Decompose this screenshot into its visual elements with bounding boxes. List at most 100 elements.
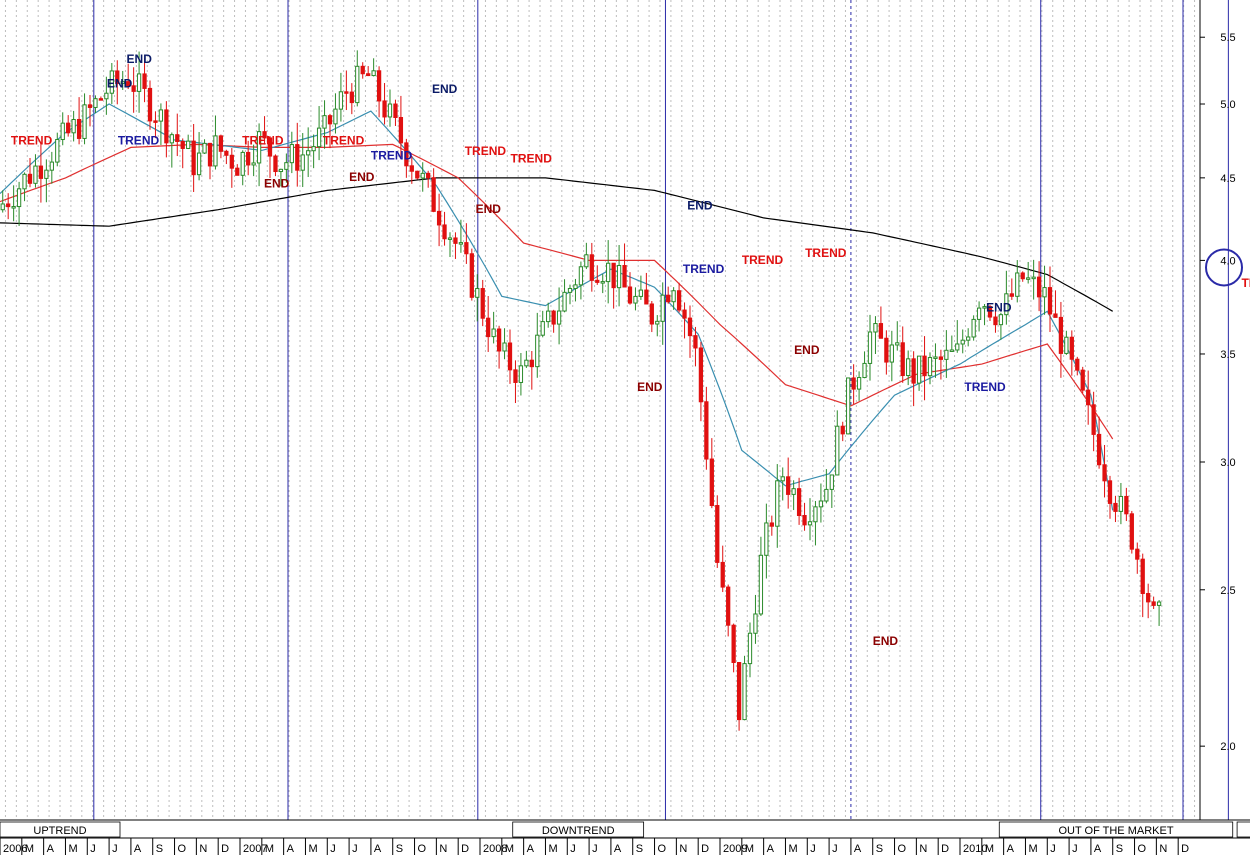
- y-tick-label: 4.0: [1220, 255, 1235, 267]
- month-label: D: [941, 843, 949, 855]
- candle-down: [726, 586, 731, 626]
- candle-up: [998, 314, 1004, 326]
- cycle-lines: [93, 0, 1229, 820]
- candle-up: [104, 92, 109, 100]
- candle-down: [6, 203, 11, 208]
- y-tick-label: 3.0: [1220, 457, 1235, 469]
- candle-up: [71, 118, 76, 134]
- trend-band: [0, 821, 121, 838]
- month-label: 2010: [963, 843, 987, 855]
- month-label: N: [919, 843, 927, 855]
- candle-down: [1047, 287, 1053, 315]
- candle-down: [469, 253, 474, 298]
- candle-up: [567, 287, 573, 293]
- candle-up: [306, 150, 311, 156]
- annotation-label: END: [127, 52, 153, 66]
- candle-down: [507, 342, 513, 371]
- candle-up: [955, 343, 960, 351]
- candle-down: [693, 335, 698, 349]
- candle-up: [22, 173, 27, 190]
- candle-up: [1031, 276, 1036, 280]
- month-label: A: [374, 843, 382, 855]
- trend-band-label: DOWNTREND: [542, 825, 615, 837]
- ma-mid-line: [0, 143, 1114, 440]
- candle-down: [900, 342, 905, 377]
- annotation-label: TREND: [683, 262, 725, 276]
- annotation-label: END: [687, 199, 713, 213]
- candle-up: [895, 342, 900, 346]
- month-label: A: [134, 843, 142, 855]
- month-label: A: [767, 843, 775, 855]
- annotation-label: END: [794, 343, 820, 357]
- candle-down: [796, 488, 802, 516]
- candle-down: [666, 294, 671, 303]
- candle-up: [753, 613, 758, 634]
- candle-down: [851, 377, 856, 390]
- candle-up: [120, 81, 125, 84]
- candle-up: [0, 203, 5, 211]
- month-label: J: [1050, 843, 1056, 855]
- candle-up: [11, 206, 16, 209]
- month-label: J: [832, 843, 838, 855]
- month-label: A: [1007, 843, 1015, 855]
- candle-up: [1156, 601, 1162, 606]
- candle-down: [1124, 495, 1129, 515]
- candle-up: [1004, 293, 1009, 316]
- candle-down: [98, 98, 104, 101]
- month-label: S: [876, 843, 883, 855]
- candle-down: [1075, 358, 1080, 371]
- annotation-label: TREND: [11, 133, 53, 147]
- candle-down: [551, 310, 556, 325]
- candle-down: [687, 317, 693, 337]
- candle-down: [993, 316, 998, 326]
- month-label: A: [287, 843, 295, 855]
- candle-down: [191, 140, 196, 176]
- candle-down: [611, 262, 616, 289]
- candle-down: [175, 134, 180, 142]
- candle-down: [267, 137, 273, 157]
- month-label: 2008: [483, 843, 507, 855]
- candle-down: [704, 401, 709, 460]
- month-label: O: [1138, 843, 1147, 855]
- annotation-label: TREND: [805, 246, 847, 260]
- month-label: D: [221, 843, 229, 855]
- candle-down: [131, 85, 136, 92]
- candle-up: [420, 172, 425, 179]
- candle-up: [284, 162, 289, 170]
- candle-down: [644, 289, 649, 305]
- candle-up: [256, 131, 262, 164]
- month-label: N: [439, 843, 447, 855]
- candle-up: [976, 307, 982, 320]
- candle-up: [747, 632, 753, 665]
- annotation-label: TREND: [511, 151, 553, 165]
- month-label: A: [614, 843, 622, 855]
- candle-down: [589, 254, 594, 281]
- month-label: J: [112, 843, 118, 855]
- month-label: M: [548, 843, 557, 855]
- candle-up: [671, 290, 676, 303]
- candle-up: [524, 359, 529, 367]
- moving-averages: [0, 103, 1114, 511]
- month-label: O: [178, 843, 187, 855]
- candle-down: [1140, 558, 1145, 595]
- candle-down: [922, 355, 927, 377]
- candle-down: [1020, 272, 1025, 280]
- candle-down: [731, 624, 736, 663]
- candle-up: [616, 265, 622, 289]
- month-label: D: [1181, 843, 1189, 855]
- candle-up: [136, 73, 142, 92]
- candle-down: [911, 358, 916, 384]
- candle-up: [546, 310, 551, 323]
- candle-down: [1009, 293, 1014, 297]
- candle-down: [720, 561, 725, 588]
- annotation-label: TREND: [465, 144, 507, 158]
- candle-up: [371, 70, 376, 77]
- month-label: D: [461, 843, 469, 855]
- candle-up: [338, 91, 344, 110]
- candle-up: [873, 323, 878, 333]
- grid-layer: [4, 0, 1196, 820]
- candle-up: [1042, 287, 1047, 298]
- candle-up: [578, 266, 584, 286]
